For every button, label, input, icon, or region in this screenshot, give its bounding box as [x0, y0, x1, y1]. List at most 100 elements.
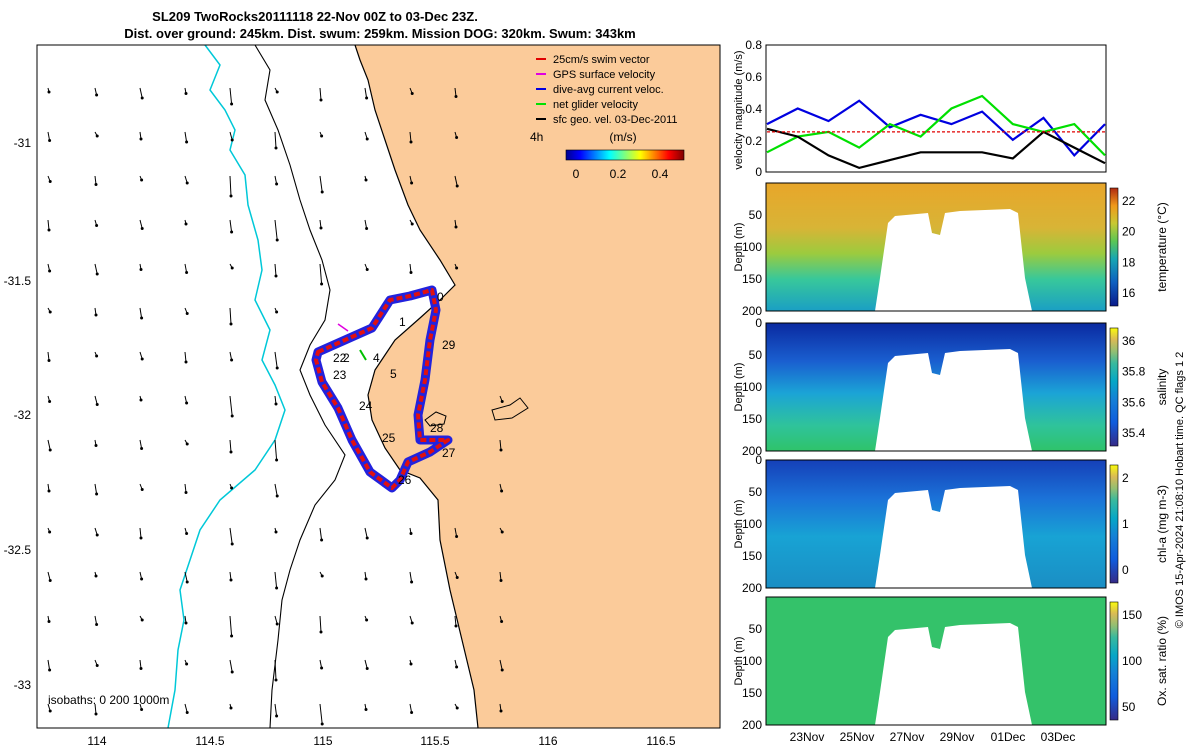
vector-arrow-head [184, 621, 188, 625]
vector-arrow-head [455, 535, 459, 538]
vector-arrow-head [140, 178, 144, 182]
vector-arrow-head [48, 668, 52, 672]
vector-arrow [274, 483, 278, 497]
vector-arrow-head [230, 414, 234, 418]
colorbar-tick: 35.4 [1122, 426, 1146, 440]
vector-arrow-head [410, 580, 414, 584]
legend-entry: dive-avg current veloc. [553, 84, 664, 96]
depth-label: Depth (m) [733, 363, 745, 412]
vector-arrow-head [230, 102, 234, 106]
map-xtick: 116 [538, 734, 557, 748]
vector-arrow-head [184, 491, 188, 494]
vector-arrow [184, 571, 188, 583]
velocity-series-line [766, 99, 1106, 158]
vector-arrow-head [230, 542, 234, 546]
vector-arrow [139, 307, 143, 319]
vector-arrow-head [47, 489, 51, 493]
isobath-200 [254, 44, 346, 729]
colorbar [1109, 464, 1119, 584]
vector-arrow-head [140, 447, 144, 450]
vector-arrow [229, 87, 233, 105]
vector-arrow-head [48, 269, 52, 273]
vector-arrow-head [409, 662, 413, 666]
vector-arrow-head [140, 577, 144, 581]
vector-arrow-head [320, 538, 324, 542]
vector-arrow-head [95, 623, 99, 626]
vector-arrow-head [139, 667, 143, 670]
vector-arrow-head [454, 95, 458, 98]
vector-arrow-head [365, 618, 369, 622]
time-label: 4h [530, 130, 543, 144]
vector-arrow [139, 527, 142, 539]
vector-arrow-head [275, 622, 279, 626]
time-tick: 25Nov [840, 730, 875, 744]
isobaths-label: isobaths: 0 200 1000m [48, 693, 169, 707]
vector-arrow [319, 175, 323, 193]
vector-arrow-head [364, 708, 368, 711]
map-xtick: 115.5 [420, 734, 449, 748]
depth-label: Depth (m) [733, 637, 745, 686]
vector-arrow-head [94, 313, 98, 317]
depth-tick: 50 [749, 622, 763, 636]
depth-tick: 200 [742, 304, 762, 318]
vector-arrow [229, 219, 233, 233]
vector-arrow-head [275, 458, 279, 462]
vector-arrow [274, 659, 277, 681]
vector-arrow-head [455, 665, 459, 669]
day-label: 0 [437, 290, 444, 304]
vector-arrow-head [48, 310, 52, 314]
vector-arrow-head [275, 310, 279, 314]
no-data-region [875, 209, 1032, 311]
vector-arrow-head [365, 667, 369, 670]
vector-arrow-head [230, 486, 234, 490]
day-label: 23 [333, 368, 347, 382]
vel-ytick: 0.2 [745, 134, 762, 148]
vector-arrow-head [185, 442, 189, 446]
vector-arrow-head [139, 536, 143, 540]
map-cb-tick: 0.2 [610, 167, 627, 181]
vector-arrow-head [275, 90, 279, 94]
vector-arrow-head [184, 360, 188, 364]
vector-arrow-head [319, 98, 323, 102]
vector-arrow [229, 395, 233, 417]
legend-entry: net glider velocity [553, 99, 638, 111]
colorbar-tick: 50 [1122, 700, 1136, 714]
velocity-series-line [766, 94, 1106, 157]
vector-arrow-head [185, 401, 189, 405]
vector-arrow-head [185, 532, 189, 535]
map-ytick: -32.5 [4, 543, 32, 557]
section-panel: 50 100 150 200 Depth (m) 22 20 18 16 temperature … [733, 182, 1169, 318]
map-xtick: 115 [313, 734, 332, 748]
vector-arrow [319, 527, 323, 541]
vector-arrow-head [454, 225, 458, 229]
vector-arrow-head [319, 226, 323, 230]
island-east [491, 397, 529, 421]
map-ytick: -31.5 [4, 274, 32, 288]
copyright-note: © IMOS 15-Apr-2024 21:08:10 Hobart time.… [1174, 352, 1186, 629]
vector-arrow-head [365, 227, 369, 230]
section-panel: 0 50 100 150 200 Depth (m) 2 1 0 chl-a (mg m-3) [733, 453, 1169, 595]
vector-arrow-head [95, 134, 99, 138]
vector-arrow-head [229, 450, 233, 454]
vector-arrow-head [95, 533, 99, 537]
vector-arrow-head [500, 620, 504, 623]
vector-arrow [229, 307, 232, 325]
vector-arrow-head [95, 403, 99, 406]
velocity-lines [766, 94, 1106, 170]
vector-arrow [229, 615, 233, 637]
vector-arrow-head [48, 180, 52, 183]
depth-tick: 150 [742, 272, 762, 286]
vector-arrow-head [274, 530, 278, 534]
colorbar-label: chl-a (mg m-3) [1155, 485, 1169, 563]
vector-arrow-head [229, 322, 233, 326]
day-label: 1 [399, 315, 406, 329]
surface-vector-field [47, 87, 504, 726]
vector-arrow-head [410, 92, 414, 95]
vector-arrow-head [499, 579, 503, 582]
vector-arrow-head [47, 359, 51, 362]
vector-arrow-head [230, 266, 234, 270]
vector-arrow-head [94, 574, 98, 578]
vector-arrow-head [365, 268, 369, 271]
vector-arrow-head [455, 184, 459, 188]
colorbar-label: temperature (°C) [1155, 202, 1169, 292]
